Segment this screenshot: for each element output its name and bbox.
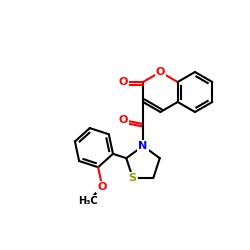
Text: S: S: [129, 173, 137, 183]
Text: O: O: [156, 67, 165, 77]
Text: O: O: [118, 77, 128, 87]
Text: N: N: [138, 141, 148, 151]
Text: O: O: [119, 115, 128, 125]
Text: H₃C: H₃C: [78, 196, 98, 206]
Text: O: O: [98, 182, 107, 192]
